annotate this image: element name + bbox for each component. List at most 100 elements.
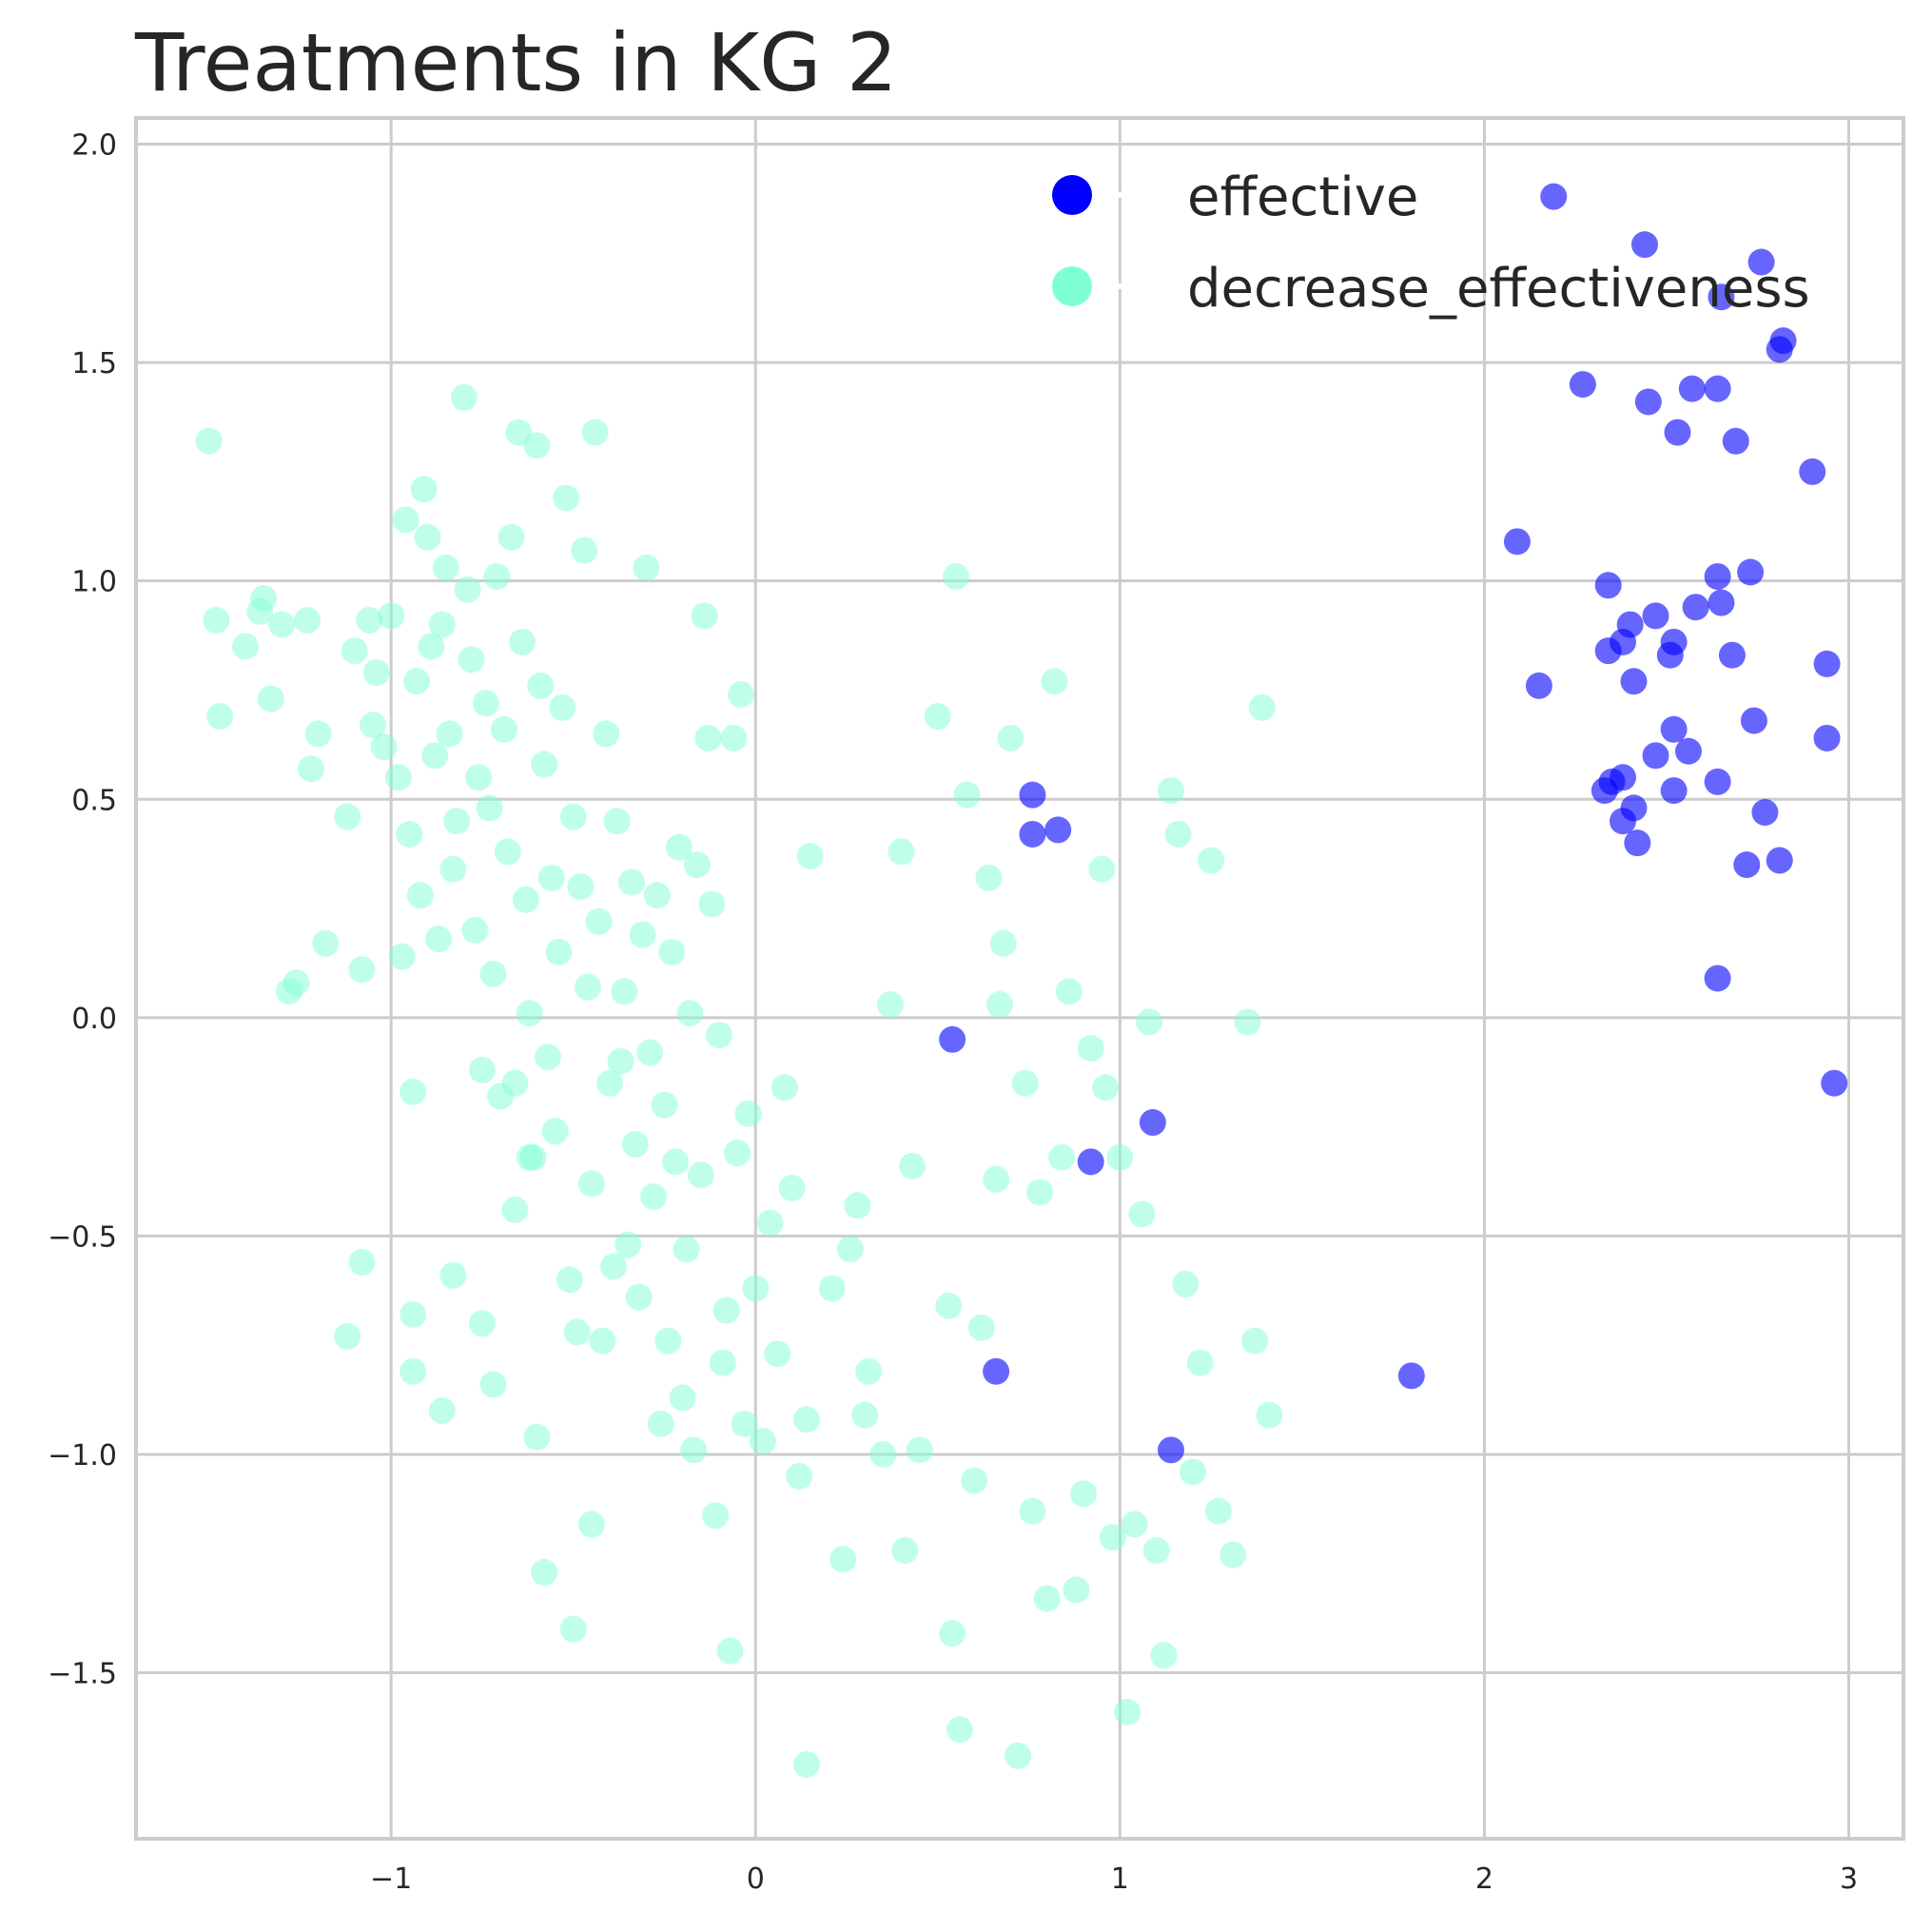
x-tick-label: 1 — [1111, 1863, 1129, 1896]
point-effective — [1610, 764, 1637, 791]
x-tick-label: 3 — [1840, 1863, 1858, 1896]
point-decrease-effectiveness — [523, 432, 551, 459]
point-effective — [1660, 777, 1688, 805]
point-effective — [1737, 558, 1765, 586]
point-decrease-effectiveness — [312, 929, 340, 957]
point-decrease-effectiveness — [869, 1440, 897, 1468]
point-decrease-effectiveness — [691, 602, 718, 630]
point-effective — [1397, 1362, 1425, 1390]
y-tick-label: 0.0 — [71, 1003, 117, 1036]
point-decrease-effectiveness — [1256, 1401, 1283, 1429]
point-decrease-effectiveness — [836, 1236, 864, 1263]
point-decrease-effectiveness — [577, 1170, 605, 1198]
point-decrease-effectiveness — [615, 1231, 642, 1258]
point-decrease-effectiveness — [418, 633, 445, 660]
point-decrease-effectiveness — [702, 1502, 730, 1530]
plot-frame — [134, 116, 1905, 1841]
point-effective — [1044, 816, 1072, 844]
point-decrease-effectiveness — [334, 1322, 361, 1350]
point-decrease-effectiveness — [1234, 1008, 1261, 1036]
point-decrease-effectiveness — [698, 890, 726, 918]
point-decrease-effectiveness — [771, 1074, 798, 1102]
point-decrease-effectiveness — [1186, 1349, 1214, 1376]
point-decrease-effectiveness — [585, 907, 613, 935]
point-decrease-effectiveness — [1088, 855, 1116, 883]
point-decrease-effectiveness — [410, 476, 438, 503]
point-decrease-effectiveness — [559, 803, 587, 830]
point-effective — [1594, 572, 1622, 599]
point-decrease-effectiveness — [1198, 847, 1225, 874]
point-decrease-effectiveness — [599, 1253, 627, 1280]
point-decrease-effectiveness — [509, 628, 537, 655]
point-decrease-effectiveness — [424, 926, 452, 953]
point-decrease-effectiveness — [654, 1327, 682, 1355]
point-decrease-effectiveness — [400, 1301, 427, 1329]
legend[interactable]: effective decrease_effectiveness — [1052, 166, 1810, 320]
point-decrease-effectiveness — [494, 838, 521, 866]
point-effective — [1019, 820, 1046, 848]
point-decrease-effectiveness — [1070, 1480, 1098, 1508]
point-decrease-effectiveness — [523, 1423, 551, 1451]
point-decrease-effectiveness — [537, 864, 565, 891]
point-decrease-effectiveness — [778, 1174, 806, 1201]
point-decrease-effectiveness — [436, 720, 463, 748]
point-decrease-effectiveness — [516, 1143, 543, 1171]
y-tick-label: 2.0 — [71, 129, 117, 163]
point-decrease-effectiveness — [490, 715, 517, 743]
point-decrease-effectiveness — [439, 1261, 467, 1289]
point-decrease-effectiveness — [549, 693, 576, 721]
point-decrease-effectiveness — [575, 973, 602, 1001]
point-decrease-effectiveness — [378, 602, 405, 630]
point-decrease-effectiveness — [297, 755, 324, 783]
point-decrease-effectiveness — [607, 1047, 634, 1075]
point-decrease-effectiveness — [1005, 1742, 1032, 1769]
chart-title: Treatments in KG 2 — [134, 16, 898, 109]
point-effective — [939, 1025, 966, 1053]
point-decrease-effectiveness — [231, 633, 259, 660]
point-decrease-effectiveness — [348, 956, 376, 984]
point-decrease-effectiveness — [454, 575, 481, 603]
point-decrease-effectiveness — [406, 882, 434, 909]
point-decrease-effectiveness — [731, 1410, 758, 1437]
point-decrease-effectiveness — [1150, 1642, 1178, 1669]
point-decrease-effectiveness — [443, 808, 471, 835]
point-decrease-effectiveness — [203, 607, 230, 634]
point-decrease-effectiveness — [556, 1266, 583, 1294]
point-decrease-effectiveness — [498, 523, 525, 551]
point-decrease-effectiveness — [257, 685, 284, 712]
point-effective — [1631, 231, 1659, 259]
point-decrease-effectiveness — [283, 969, 310, 997]
point-decrease-effectiveness — [1128, 1200, 1156, 1228]
point-decrease-effectiveness — [742, 1275, 770, 1302]
tick-labels: −1 0 1 2 3 −1.5 −1.0 −0.5 0.0 0.5 1.0 1.5 2.0 — [48, 129, 1858, 1896]
point-decrease-effectiveness — [545, 938, 573, 966]
point-decrease-effectiveness — [1041, 668, 1068, 695]
point-effective — [1624, 829, 1651, 857]
point-decrease-effectiveness — [639, 1183, 667, 1211]
point-decrease-effectiveness — [705, 1022, 732, 1049]
point-decrease-effectiveness — [1135, 1008, 1162, 1036]
point-decrease-effectiveness — [989, 929, 1017, 957]
point-decrease-effectiveness — [1114, 1698, 1142, 1726]
point-decrease-effectiveness — [891, 1536, 919, 1564]
point-decrease-effectiveness — [206, 703, 234, 731]
point-effective — [1704, 768, 1731, 795]
y-tick-label: 1.5 — [71, 347, 117, 380]
point-decrease-effectiveness — [461, 916, 489, 944]
point-decrease-effectiveness — [906, 1436, 933, 1464]
point-decrease-effectiveness — [851, 1401, 879, 1429]
point-decrease-effectiveness — [421, 742, 449, 770]
data-points — [195, 183, 1848, 1778]
point-decrease-effectiveness — [942, 563, 969, 591]
point-decrease-effectiveness — [1142, 1536, 1170, 1564]
x-tick-label: 2 — [1475, 1863, 1493, 1896]
point-decrease-effectiveness — [661, 1148, 689, 1176]
point-decrease-effectiveness — [428, 611, 456, 638]
point-decrease-effectiveness — [596, 1069, 624, 1097]
point-decrease-effectiveness — [1092, 1074, 1120, 1102]
point-decrease-effectiveness — [633, 554, 660, 581]
point-decrease-effectiveness — [468, 1056, 496, 1083]
point-effective — [1708, 283, 1735, 311]
point-effective — [1799, 458, 1826, 485]
